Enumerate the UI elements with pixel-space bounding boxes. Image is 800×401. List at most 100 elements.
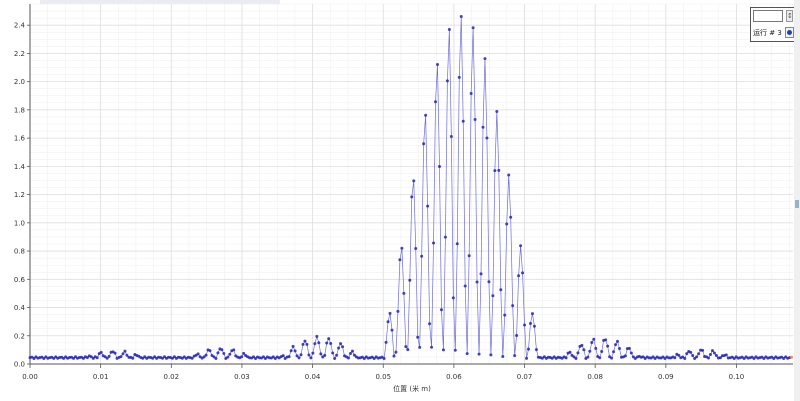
data-point [503, 313, 507, 317]
data-point [515, 333, 519, 337]
data-point [477, 352, 481, 356]
data-point [410, 195, 414, 199]
data-point [600, 350, 604, 354]
data-point [475, 280, 479, 284]
data-point [582, 348, 586, 352]
data-point [384, 340, 388, 344]
data-point [467, 254, 471, 258]
data-point [530, 312, 534, 316]
y-tick-label: 0.2 [14, 332, 25, 340]
x-tick-label: 0.09 [658, 373, 674, 381]
x-tick-label: 0.04 [305, 373, 321, 381]
y-tick-label: 0.0 [14, 361, 25, 369]
x-tick-label: 0.00 [22, 373, 38, 381]
data-point [372, 356, 376, 360]
y-tick-label: 2.4 [14, 22, 26, 30]
data-point [455, 242, 459, 246]
data-point [350, 349, 354, 353]
data-point [307, 353, 311, 357]
data-point [394, 350, 398, 354]
grid [29, 3, 793, 365]
data-point [451, 296, 455, 300]
data-point [511, 304, 515, 308]
data-point [469, 92, 473, 96]
tick-labels: 0.00 0.01 0.02 0.03 0.04 0.05 0.06 0.07 0.08 0.09… [14, 22, 744, 381]
data-point [461, 119, 465, 123]
legend-marker-button[interactable] [785, 27, 794, 38]
data-point [240, 355, 244, 359]
data-point [319, 352, 323, 356]
data-point [616, 339, 620, 343]
data-point [576, 351, 580, 355]
data-point [339, 342, 343, 346]
axes [27, 4, 793, 368]
data-point [196, 352, 200, 356]
data-point [424, 113, 428, 117]
data-point [426, 204, 430, 208]
data-point [406, 348, 410, 352]
data-point [299, 353, 303, 357]
legend-input[interactable] [753, 10, 783, 22]
data-point [519, 244, 523, 248]
data-point [497, 168, 501, 172]
data-point [443, 235, 447, 239]
data-point [572, 355, 576, 359]
legend-scroll-button[interactable]: ↕ [786, 10, 793, 22]
data-point [457, 75, 461, 79]
data-point [534, 348, 538, 352]
data-point [762, 356, 766, 360]
data-point [295, 354, 299, 358]
data-point [449, 135, 453, 139]
data-point [483, 57, 487, 61]
data-point [309, 356, 313, 360]
data-point [673, 356, 677, 360]
data-point [525, 356, 529, 360]
data-point [190, 356, 194, 360]
data-point [691, 354, 695, 358]
data-point [208, 349, 212, 353]
data-point [331, 351, 335, 355]
data-point [782, 356, 786, 360]
y-tick-label: 0.6 [14, 276, 26, 284]
data-point [695, 355, 699, 359]
y-tick-label: 1.6 [14, 135, 26, 143]
data-point [214, 356, 218, 360]
data-point [465, 352, 469, 356]
data-point [85, 356, 89, 360]
toolbar-strip [40, 0, 280, 4]
x-axis-title: 位置 (米 m) [393, 384, 431, 393]
data-point [604, 338, 608, 342]
x-tick-label: 0.03 [234, 373, 250, 381]
data-point [388, 311, 392, 315]
data-point [707, 356, 710, 360]
data-point [303, 339, 307, 343]
data-point [382, 356, 386, 360]
data-point [428, 322, 432, 326]
data-point [301, 342, 305, 346]
data-point [473, 118, 477, 122]
data-point [396, 309, 400, 313]
data-point [335, 353, 339, 357]
data-point [505, 222, 509, 226]
data-point [710, 349, 714, 353]
data-point [485, 136, 489, 140]
data-point [89, 355, 93, 359]
data-point [412, 179, 416, 183]
data-point [752, 356, 756, 360]
data-point [701, 348, 705, 352]
data-point [400, 246, 404, 250]
legend-dot-icon [787, 30, 792, 35]
data-point [52, 356, 56, 360]
data-point [329, 341, 333, 345]
data-point [226, 355, 230, 359]
data-point [291, 344, 295, 348]
data-point [386, 320, 390, 324]
y-tick-label: 0.8 [14, 248, 25, 256]
y-tick-label: 0.4 [14, 304, 26, 312]
data-point [113, 351, 117, 355]
data-point [105, 356, 109, 360]
scrollbar-thumb[interactable] [795, 200, 799, 208]
data-point [289, 349, 293, 353]
data-point [526, 347, 530, 351]
